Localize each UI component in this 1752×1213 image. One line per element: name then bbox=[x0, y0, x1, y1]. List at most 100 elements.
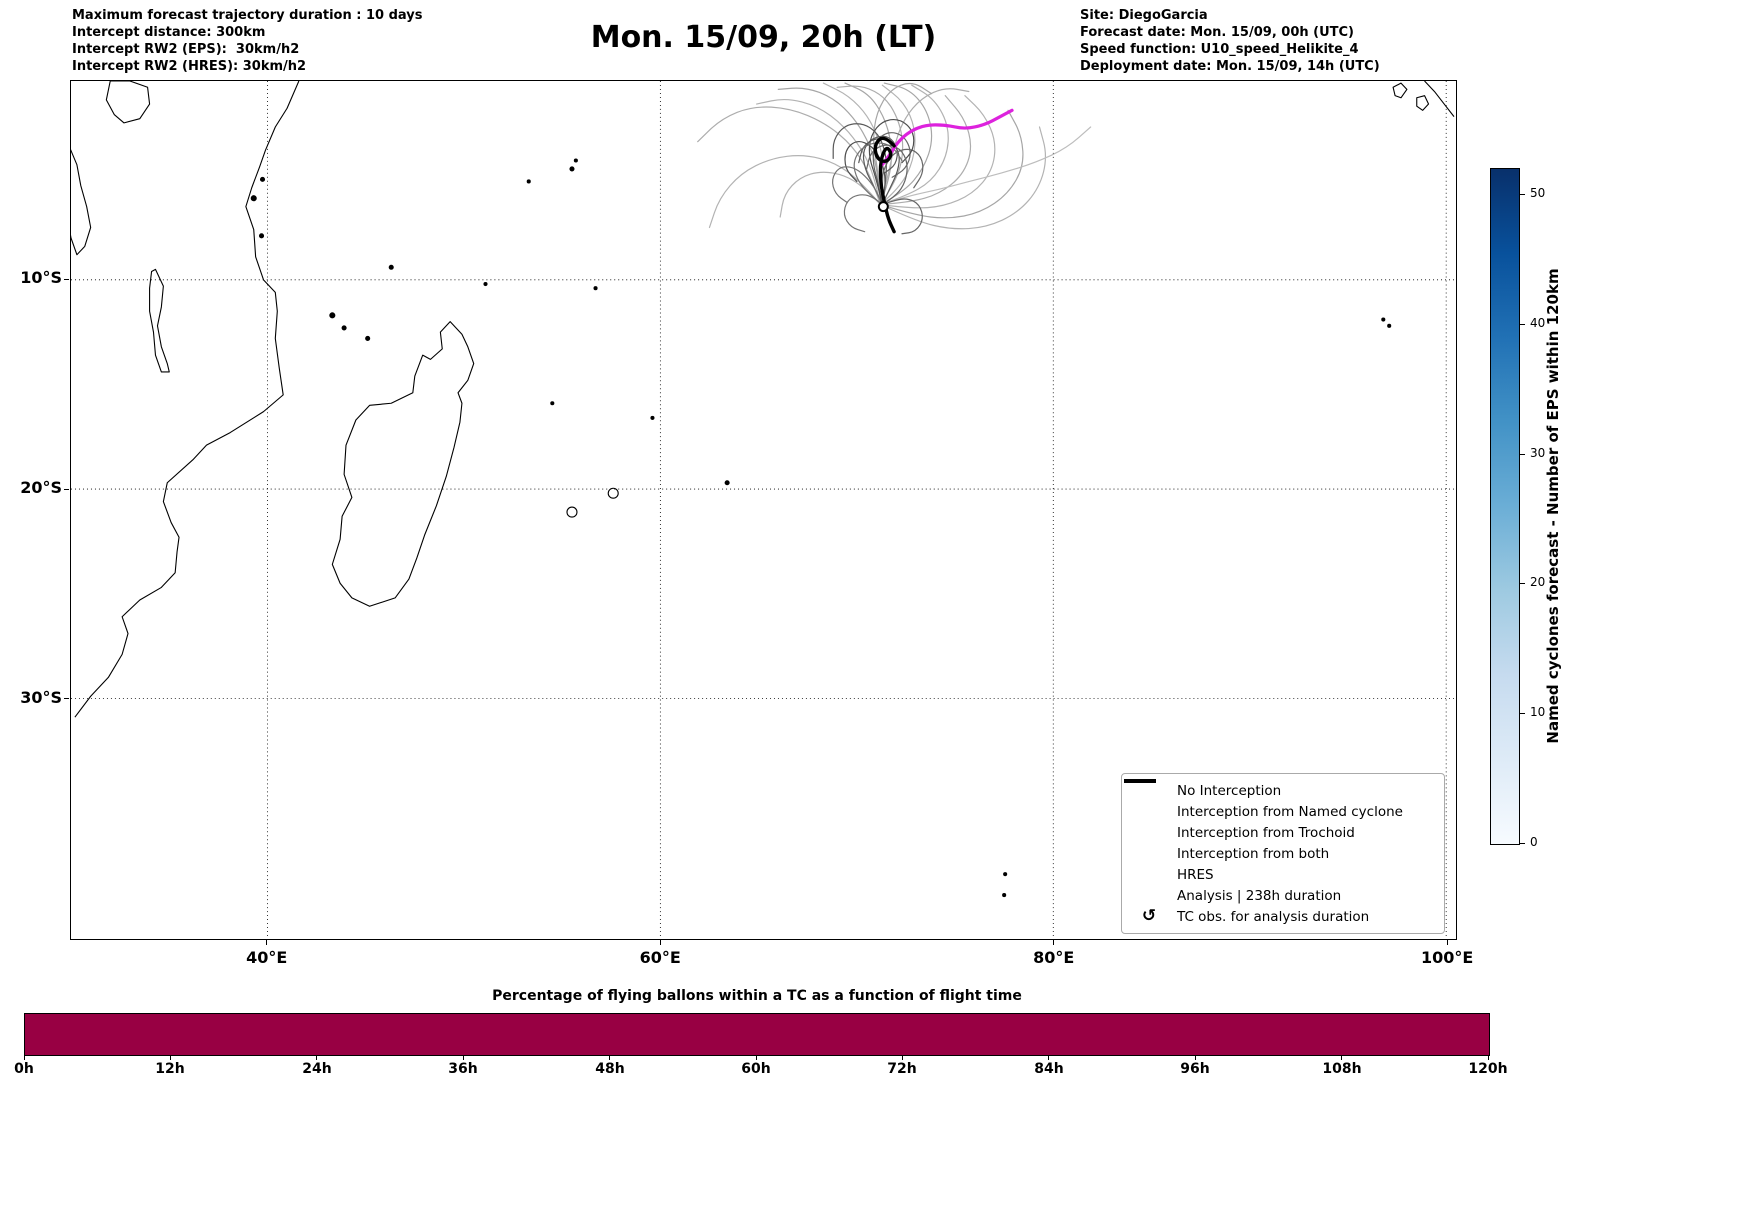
analysis-start-marker bbox=[877, 201, 889, 213]
island-seychelles-mahe bbox=[569, 166, 575, 172]
island-aldabra bbox=[388, 264, 394, 270]
eps-trajectory bbox=[879, 126, 1047, 230]
island-farquhar bbox=[483, 281, 488, 287]
island-amirantes bbox=[526, 179, 531, 184]
island-comoros-1 bbox=[329, 312, 336, 319]
strip-tick-label: 36h bbox=[448, 1061, 478, 1077]
colorbar-tick-mark bbox=[1519, 583, 1525, 584]
header-right-line-1: Forecast date: Mon. 15/09, 00h (UTC) bbox=[1080, 25, 1355, 40]
coastline-lake-victoria bbox=[105, 81, 151, 124]
lon-tick-label: 100°E bbox=[1420, 948, 1474, 967]
legend-line-swatch bbox=[1124, 779, 1156, 783]
strip-tick-label: 96h bbox=[1180, 1061, 1210, 1077]
coastline-sumatra-coast bbox=[1424, 81, 1455, 117]
strip-tick-label: 108h bbox=[1322, 1061, 1362, 1077]
strip-tick-label: 120h bbox=[1468, 1061, 1508, 1077]
strip-tick-mark bbox=[1048, 1056, 1049, 1060]
eps-trajectory bbox=[880, 148, 924, 206]
eps-trajectory bbox=[844, 140, 886, 206]
strip-tick-mark bbox=[170, 1056, 171, 1060]
lat-tick-mark bbox=[64, 698, 69, 700]
strip-tick-mark bbox=[756, 1056, 757, 1060]
rotate-ccw-icon: ↺ bbox=[1141, 906, 1157, 926]
lon-tick-mark bbox=[1053, 940, 1055, 945]
legend-item-label: HRES bbox=[1177, 866, 1214, 883]
eps-trajectory bbox=[879, 82, 933, 206]
legend-item-label: No Interception bbox=[1177, 782, 1282, 799]
flight-time-strip-title: Percentage of flying ballons within a TC… bbox=[492, 988, 1022, 1004]
lon-tick-mark bbox=[1446, 940, 1448, 945]
strip-tick-label: 0h bbox=[14, 1061, 34, 1077]
header-left-info: Maximum forecast trajectory duration : 1… bbox=[72, 7, 423, 75]
lat-tick-mark bbox=[64, 488, 69, 490]
island-reunion bbox=[566, 506, 578, 518]
header-right-line-0: Site: DiegoGarcia bbox=[1080, 8, 1208, 23]
colorbar-tick-label: 20 bbox=[1530, 575, 1546, 589]
strip-tick-label: 48h bbox=[595, 1061, 625, 1077]
island-mauritius bbox=[607, 487, 619, 499]
eps-trajectory bbox=[756, 98, 882, 206]
header-right-line-2: Speed function: U10_speed_Helikite_4 bbox=[1080, 42, 1359, 57]
legend-item-label: TC obs. for analysis duration bbox=[1177, 908, 1370, 925]
eps-trajectory bbox=[866, 144, 908, 206]
strip-tick-label: 12h bbox=[155, 1061, 185, 1077]
strip-tick-label: 60h bbox=[741, 1061, 771, 1077]
eps-trajectory bbox=[831, 166, 883, 206]
strip-tick-mark bbox=[902, 1056, 903, 1060]
lat-tick-label: 30°S bbox=[20, 687, 62, 707]
coastline-nias-island bbox=[1392, 82, 1408, 99]
coastline-madagascar bbox=[331, 321, 475, 607]
coastline-africa-east-coast bbox=[74, 81, 300, 718]
colorbar-tick-label: 50 bbox=[1530, 186, 1546, 200]
colorbar-tick-mark bbox=[1519, 194, 1525, 195]
island-zanzibar bbox=[250, 195, 257, 202]
header-left-line-2: Intercept RW2 (EPS): 30km/h2 bbox=[72, 42, 300, 57]
strip-tick-label: 24h bbox=[302, 1061, 332, 1077]
colorbar-label: Named cyclones forecast - Number of EPS … bbox=[1544, 268, 1562, 744]
island-mayotte bbox=[365, 335, 371, 341]
header-left-line-1: Intercept distance: 300km bbox=[72, 25, 266, 40]
legend-item-6: ↺ TC obs. for analysis duration bbox=[1130, 906, 1436, 927]
coastline-siberut-island bbox=[1416, 95, 1430, 111]
eps-trajectory bbox=[836, 85, 904, 206]
strip-tick-mark bbox=[1341, 1056, 1342, 1060]
eps-trajectory bbox=[868, 118, 915, 206]
map-legend: No Interception Interception from Named c… bbox=[1121, 773, 1445, 934]
eps-trajectory bbox=[879, 88, 970, 206]
eps-trajectory bbox=[844, 82, 893, 206]
island-st-brandon bbox=[650, 415, 655, 420]
island-agalega bbox=[593, 286, 598, 291]
lon-tick-mark bbox=[266, 940, 268, 945]
flight-time-strip bbox=[24, 1013, 1490, 1056]
colorbar bbox=[1490, 168, 1520, 845]
colorbar-tick-label: 10 bbox=[1530, 705, 1546, 719]
eps-trajectory bbox=[879, 84, 916, 206]
island-tromelin bbox=[550, 401, 555, 406]
header-left-line-3: Intercept RW2 (HRES): 30km/h2 bbox=[72, 59, 307, 74]
island-st-paul-island bbox=[1002, 893, 1007, 898]
eps-trajectory bbox=[832, 123, 887, 206]
coastline-lake-tanganyika bbox=[71, 149, 92, 256]
eps-trajectory bbox=[872, 132, 911, 206]
strip-tick-label: 84h bbox=[1034, 1061, 1064, 1077]
legend-item-label: Interception from both bbox=[1177, 845, 1330, 862]
eps-trajectory bbox=[879, 95, 996, 209]
island-mafia bbox=[258, 233, 265, 239]
lat-tick-mark bbox=[64, 278, 69, 280]
eps-trajectory bbox=[843, 194, 883, 233]
strip-tick-mark bbox=[463, 1056, 464, 1060]
header-right-line-3: Deployment date: Mon. 15/09, 14h (UTC) bbox=[1080, 59, 1380, 74]
legend-item-5: Analysis | 238h duration bbox=[1124, 779, 1436, 906]
strip-tick-mark bbox=[1195, 1056, 1196, 1060]
colorbar-tick-mark bbox=[1519, 843, 1525, 844]
eps-trajectory bbox=[697, 106, 882, 206]
strip-tick-mark bbox=[316, 1056, 317, 1060]
strip-tick-label: 72h bbox=[887, 1061, 917, 1077]
strip-tick-mark bbox=[24, 1056, 25, 1060]
lon-tick-label: 40°E bbox=[246, 948, 288, 967]
lon-tick-label: 80°E bbox=[1033, 948, 1075, 967]
island-seychelles-praslin bbox=[573, 158, 578, 163]
eps-trajectory bbox=[873, 82, 933, 206]
legend-item-label: Analysis | 238h duration bbox=[1177, 887, 1342, 904]
